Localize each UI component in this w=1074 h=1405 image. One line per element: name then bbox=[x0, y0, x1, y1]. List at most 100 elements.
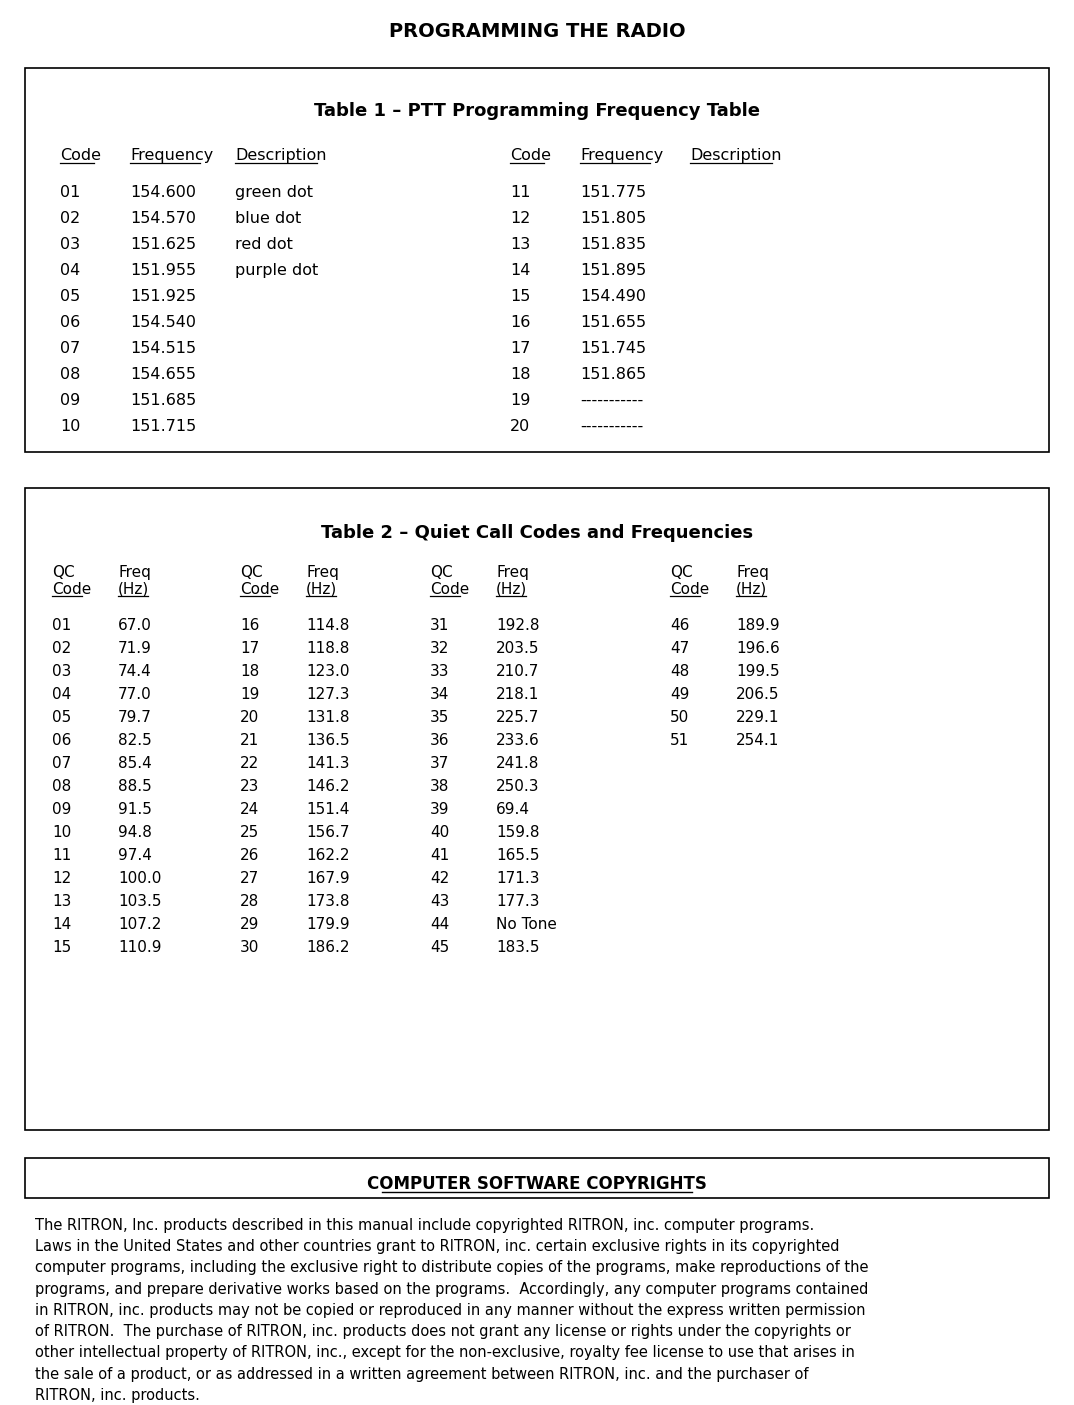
Text: 27: 27 bbox=[240, 871, 259, 887]
Text: 08: 08 bbox=[60, 367, 81, 382]
Text: 154.570: 154.570 bbox=[130, 211, 195, 226]
Text: 151.625: 151.625 bbox=[130, 237, 197, 251]
Text: 06: 06 bbox=[52, 733, 71, 747]
Text: 114.8: 114.8 bbox=[306, 618, 349, 634]
Text: 13: 13 bbox=[510, 237, 531, 251]
Text: QC: QC bbox=[430, 565, 452, 580]
Text: 154.490: 154.490 bbox=[580, 289, 645, 303]
Text: (Hz): (Hz) bbox=[496, 582, 527, 597]
Text: 05: 05 bbox=[60, 289, 81, 303]
Text: 225.7: 225.7 bbox=[496, 710, 539, 725]
Text: red dot: red dot bbox=[235, 237, 293, 251]
Text: 46: 46 bbox=[670, 618, 690, 634]
Text: 136.5: 136.5 bbox=[306, 733, 350, 747]
Text: 179.9: 179.9 bbox=[306, 917, 350, 932]
Text: 11: 11 bbox=[510, 185, 531, 200]
Text: 151.745: 151.745 bbox=[580, 341, 647, 355]
Text: 16: 16 bbox=[510, 315, 531, 330]
Text: 123.0: 123.0 bbox=[306, 665, 349, 679]
Text: 42: 42 bbox=[430, 871, 449, 887]
Text: purple dot: purple dot bbox=[235, 263, 318, 278]
Bar bbox=[25, 67, 1049, 452]
Text: 233.6: 233.6 bbox=[496, 733, 540, 747]
Text: 24: 24 bbox=[240, 802, 259, 816]
Text: Code: Code bbox=[510, 148, 551, 163]
Text: Freq: Freq bbox=[736, 565, 769, 580]
Text: 37: 37 bbox=[430, 756, 449, 771]
Text: 165.5: 165.5 bbox=[496, 849, 539, 863]
Text: 177.3: 177.3 bbox=[496, 894, 539, 909]
Text: 146.2: 146.2 bbox=[306, 778, 349, 794]
Text: 13: 13 bbox=[52, 894, 71, 909]
Text: 173.8: 173.8 bbox=[306, 894, 349, 909]
Text: Code: Code bbox=[240, 582, 279, 597]
Text: 32: 32 bbox=[430, 641, 449, 656]
Text: 26: 26 bbox=[240, 849, 260, 863]
Text: 01: 01 bbox=[60, 185, 81, 200]
Text: 186.2: 186.2 bbox=[306, 940, 349, 955]
Text: 21: 21 bbox=[240, 733, 259, 747]
Text: 151.835: 151.835 bbox=[580, 237, 647, 251]
Text: 17: 17 bbox=[510, 341, 531, 355]
Text: 69.4: 69.4 bbox=[496, 802, 529, 816]
Text: 151.895: 151.895 bbox=[580, 263, 647, 278]
Text: 05: 05 bbox=[52, 710, 71, 725]
Text: 45: 45 bbox=[430, 940, 449, 955]
Text: Code: Code bbox=[430, 582, 469, 597]
Text: 192.8: 192.8 bbox=[496, 618, 539, 634]
Text: 18: 18 bbox=[240, 665, 259, 679]
Text: 154.515: 154.515 bbox=[130, 341, 197, 355]
Text: 07: 07 bbox=[60, 341, 81, 355]
Text: 03: 03 bbox=[52, 665, 71, 679]
Text: 14: 14 bbox=[510, 263, 531, 278]
Text: 103.5: 103.5 bbox=[118, 894, 161, 909]
Text: 127.3: 127.3 bbox=[306, 687, 349, 702]
Text: 06: 06 bbox=[60, 315, 81, 330]
Text: 151.4: 151.4 bbox=[306, 802, 349, 816]
Text: Code: Code bbox=[670, 582, 709, 597]
Text: No Tone: No Tone bbox=[496, 917, 557, 932]
Text: 51: 51 bbox=[670, 733, 690, 747]
Text: 31: 31 bbox=[430, 618, 449, 634]
Text: 154.540: 154.540 bbox=[130, 315, 195, 330]
Text: 97.4: 97.4 bbox=[118, 849, 151, 863]
Text: Code: Code bbox=[52, 582, 91, 597]
Text: 44: 44 bbox=[430, 917, 449, 932]
Text: QC: QC bbox=[240, 565, 263, 580]
Text: (Hz): (Hz) bbox=[118, 582, 149, 597]
Text: Table 1 – PTT Programming Frequency Table: Table 1 – PTT Programming Frequency Tabl… bbox=[314, 103, 760, 119]
Text: 94.8: 94.8 bbox=[118, 825, 151, 840]
Text: 71.9: 71.9 bbox=[118, 641, 151, 656]
Text: 154.655: 154.655 bbox=[130, 367, 195, 382]
Text: 151.955: 151.955 bbox=[130, 263, 197, 278]
Text: 03: 03 bbox=[60, 237, 81, 251]
Text: (Hz): (Hz) bbox=[736, 582, 767, 597]
Text: PROGRAMMING THE RADIO: PROGRAMMING THE RADIO bbox=[389, 22, 685, 41]
Text: 74.4: 74.4 bbox=[118, 665, 151, 679]
Text: 19: 19 bbox=[510, 393, 531, 407]
Text: Freq: Freq bbox=[306, 565, 339, 580]
Text: QC: QC bbox=[52, 565, 74, 580]
Text: 210.7: 210.7 bbox=[496, 665, 539, 679]
Text: 229.1: 229.1 bbox=[736, 710, 780, 725]
Text: 29: 29 bbox=[240, 917, 260, 932]
Text: 17: 17 bbox=[240, 641, 259, 656]
Text: 91.5: 91.5 bbox=[118, 802, 151, 816]
Text: 09: 09 bbox=[60, 393, 81, 407]
Text: Freq: Freq bbox=[496, 565, 528, 580]
Text: 241.8: 241.8 bbox=[496, 756, 539, 771]
Text: 156.7: 156.7 bbox=[306, 825, 349, 840]
Text: 01: 01 bbox=[52, 618, 71, 634]
Text: 254.1: 254.1 bbox=[736, 733, 780, 747]
Text: 151.865: 151.865 bbox=[580, 367, 647, 382]
Text: 02: 02 bbox=[60, 211, 81, 226]
Text: Frequency: Frequency bbox=[580, 148, 664, 163]
Text: 88.5: 88.5 bbox=[118, 778, 151, 794]
Text: 10: 10 bbox=[60, 419, 81, 434]
Text: 30: 30 bbox=[240, 940, 260, 955]
Text: 41: 41 bbox=[430, 849, 449, 863]
Text: 250.3: 250.3 bbox=[496, 778, 539, 794]
Text: 02: 02 bbox=[52, 641, 71, 656]
Text: 22: 22 bbox=[240, 756, 259, 771]
Text: 107.2: 107.2 bbox=[118, 917, 161, 932]
